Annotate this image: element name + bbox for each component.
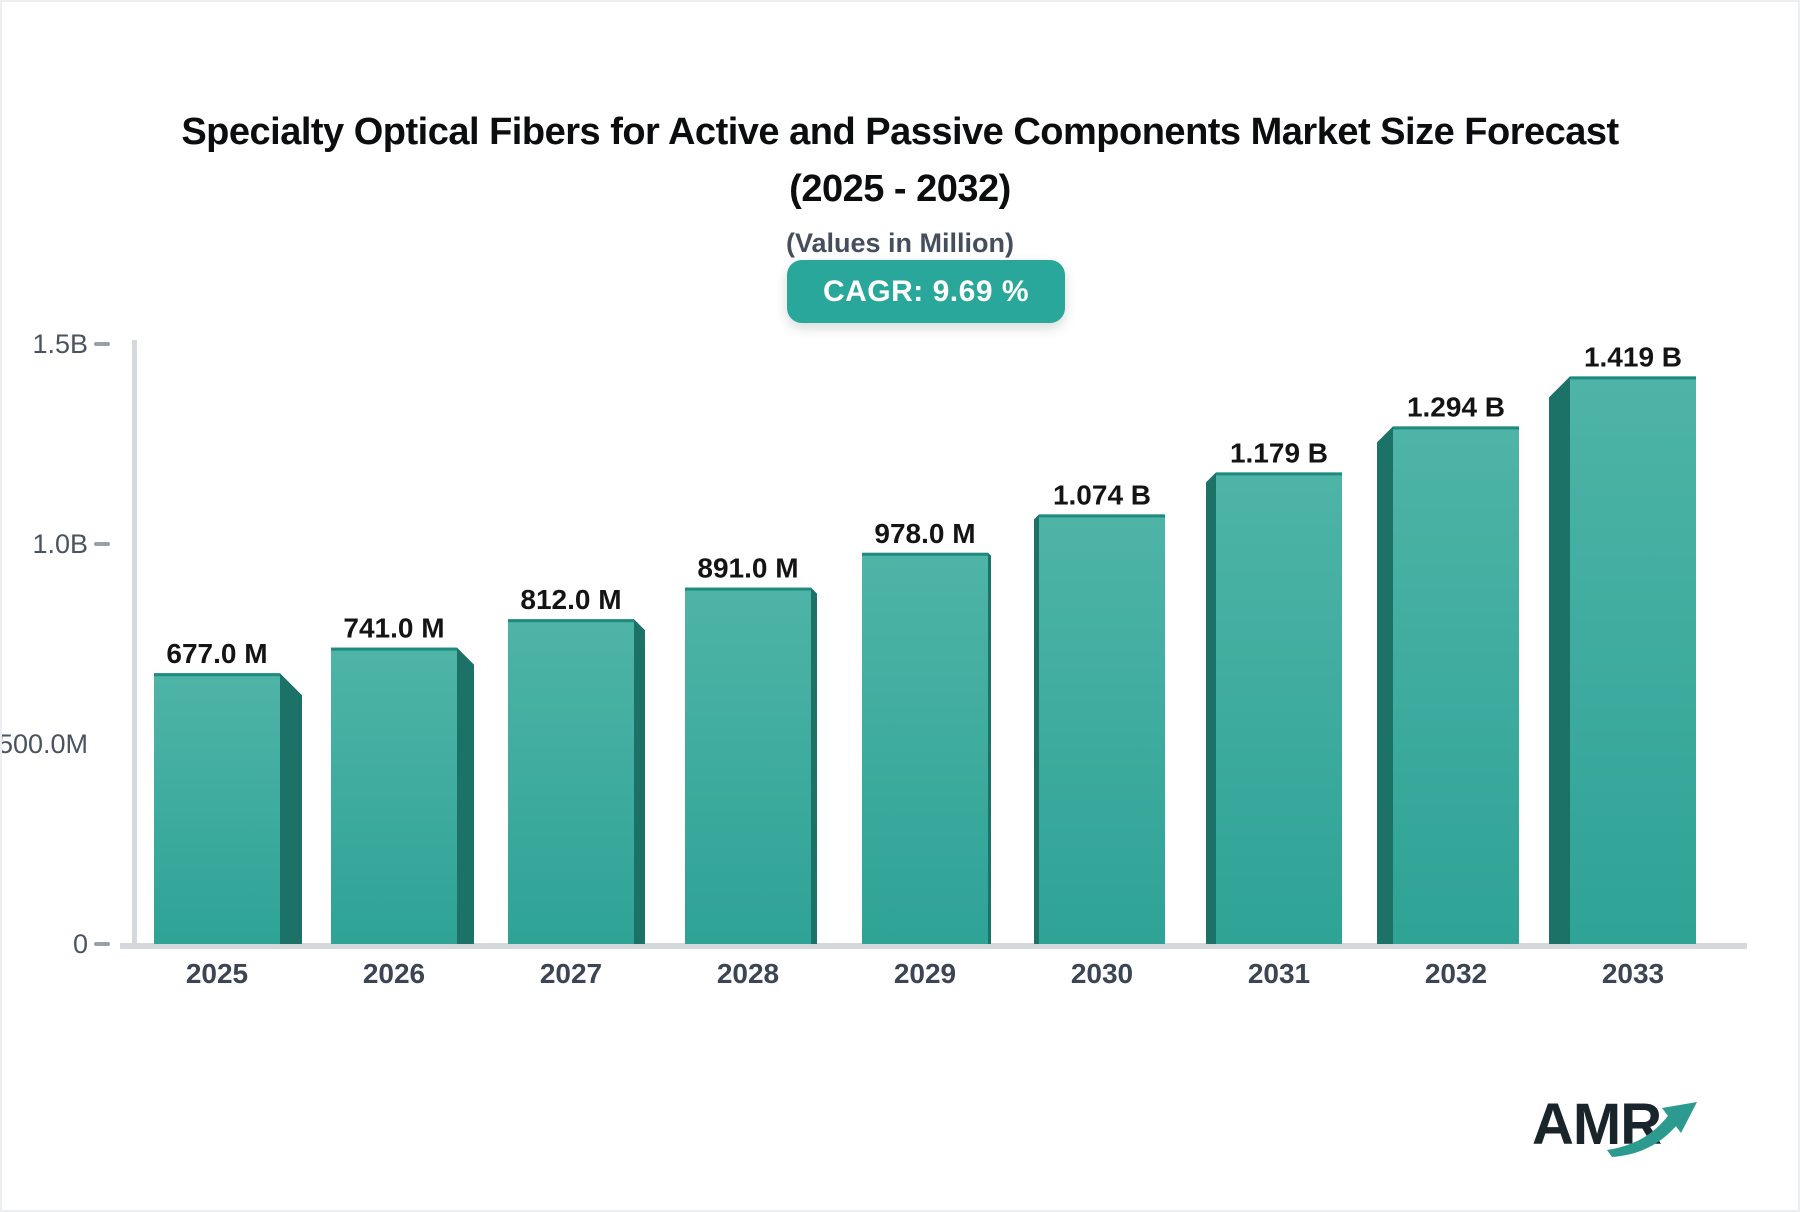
amr-logo-arrow-swoosh-icon [1607, 1113, 1681, 1157]
bar-value-label-2027: 812.0 M [520, 584, 621, 615]
bar-value-label-2028: 891.0 M [697, 553, 798, 584]
bar-side-face [634, 619, 645, 944]
cagr-badge: CAGR: 9.69 % [787, 260, 1065, 323]
bar-value-label-2033: 1.419 B [1584, 341, 1682, 372]
bar-front-face-2027[interactable] [508, 619, 634, 944]
bar-group-2030: 1.074 B 2030 [1034, 479, 1165, 989]
bar-front-face-2031[interactable] [1216, 472, 1342, 944]
x-tick-label-2026: 2026 [363, 958, 425, 989]
amr-logo: AMR [1532, 1092, 1697, 1157]
bar-top-edge [1216, 472, 1342, 476]
x-tick-label-2027: 2027 [540, 958, 602, 989]
bar-front-face-2025[interactable] [154, 673, 280, 944]
bar-side-face [1377, 426, 1393, 944]
bar-group-2029: 978.0 M 2029 [862, 518, 991, 989]
y-tick-dash-1.5B [94, 342, 110, 346]
bar-front-face-2033[interactable] [1570, 376, 1696, 944]
chart-subtitle: (Values in Million) [785, 228, 1015, 258]
bar-group-2031: 1.179 B 2031 [1206, 437, 1342, 989]
bar-top-edge [862, 552, 988, 556]
amr-logo-arrowhead-icon [1662, 1102, 1697, 1133]
bar-value-label-2025: 677.0 M [166, 638, 267, 669]
x-axis-line [120, 943, 1747, 949]
bar-top-edge [331, 647, 457, 651]
bar-side-face [457, 647, 474, 944]
bar-side-face [811, 587, 817, 944]
bar-side-face [280, 673, 302, 944]
bar-value-label-2032: 1.294 B [1407, 391, 1505, 422]
bar-front-face-2032[interactable] [1393, 426, 1519, 944]
bar-side-face [1206, 472, 1216, 944]
bar-front-face-2028[interactable] [685, 587, 811, 944]
bar-side-face [1549, 376, 1570, 944]
bar-group-2028: 891.0 M 2028 [685, 553, 817, 989]
bar-group-2033: 1.419 B 2033 [1549, 341, 1696, 989]
chart-title: Specialty Optical Fibers for Active and … [2, 104, 1798, 218]
bar-top-edge [1039, 514, 1165, 518]
bar-top-edge [154, 673, 280, 677]
bar-group-2027: 812.0 M 2027 [508, 584, 645, 989]
y-tick-label-1.0B: 1.0B [32, 529, 88, 559]
bar-top-edge [1570, 376, 1696, 380]
x-tick-label-2031: 2031 [1248, 958, 1310, 989]
y-tick-dash-0 [94, 942, 110, 946]
y-tick-label-500.0M: 500.0M [2, 729, 88, 759]
x-tick-label-2029: 2029 [894, 958, 956, 989]
bar-group-2025: 677.0 M 2025 [154, 638, 302, 989]
chart-title-line-1: Specialty Optical Fibers for Active and … [181, 111, 1619, 153]
x-tick-label-2033: 2033 [1602, 958, 1664, 989]
bar-side-face [988, 552, 991, 944]
chart-title-line-2: (2025 - 2032) [789, 168, 1011, 210]
bar-group-2026: 741.0 M 2026 [331, 613, 474, 989]
y-tick-dash-1.0B [94, 542, 110, 546]
y-axis-line [132, 340, 137, 949]
bar-top-edge [1393, 426, 1519, 430]
x-tick-label-2032: 2032 [1425, 958, 1487, 989]
y-tick-label-0: 0 [73, 929, 88, 959]
bar-side-face [1034, 514, 1039, 944]
bar-front-face-2029[interactable] [862, 552, 988, 944]
x-tick-label-2025: 2025 [186, 958, 248, 989]
bar-value-label-2026: 741.0 M [343, 613, 444, 644]
bar-value-label-2031: 1.179 B [1230, 437, 1328, 468]
y-tick-label-1.5B: 1.5B [32, 329, 88, 359]
x-tick-label-2028: 2028 [717, 958, 779, 989]
bar-front-face-2026[interactable] [331, 647, 457, 944]
bar-front-face-2030[interactable] [1039, 514, 1165, 944]
x-tick-label-2030: 2030 [1071, 958, 1133, 989]
bar-value-label-2029: 978.0 M [874, 518, 975, 549]
bar-top-edge [685, 587, 811, 591]
bar-value-label-2030: 1.074 B [1053, 479, 1151, 510]
bar-top-edge [508, 619, 634, 623]
bar-group-2032: 1.294 B 2032 [1377, 391, 1519, 989]
